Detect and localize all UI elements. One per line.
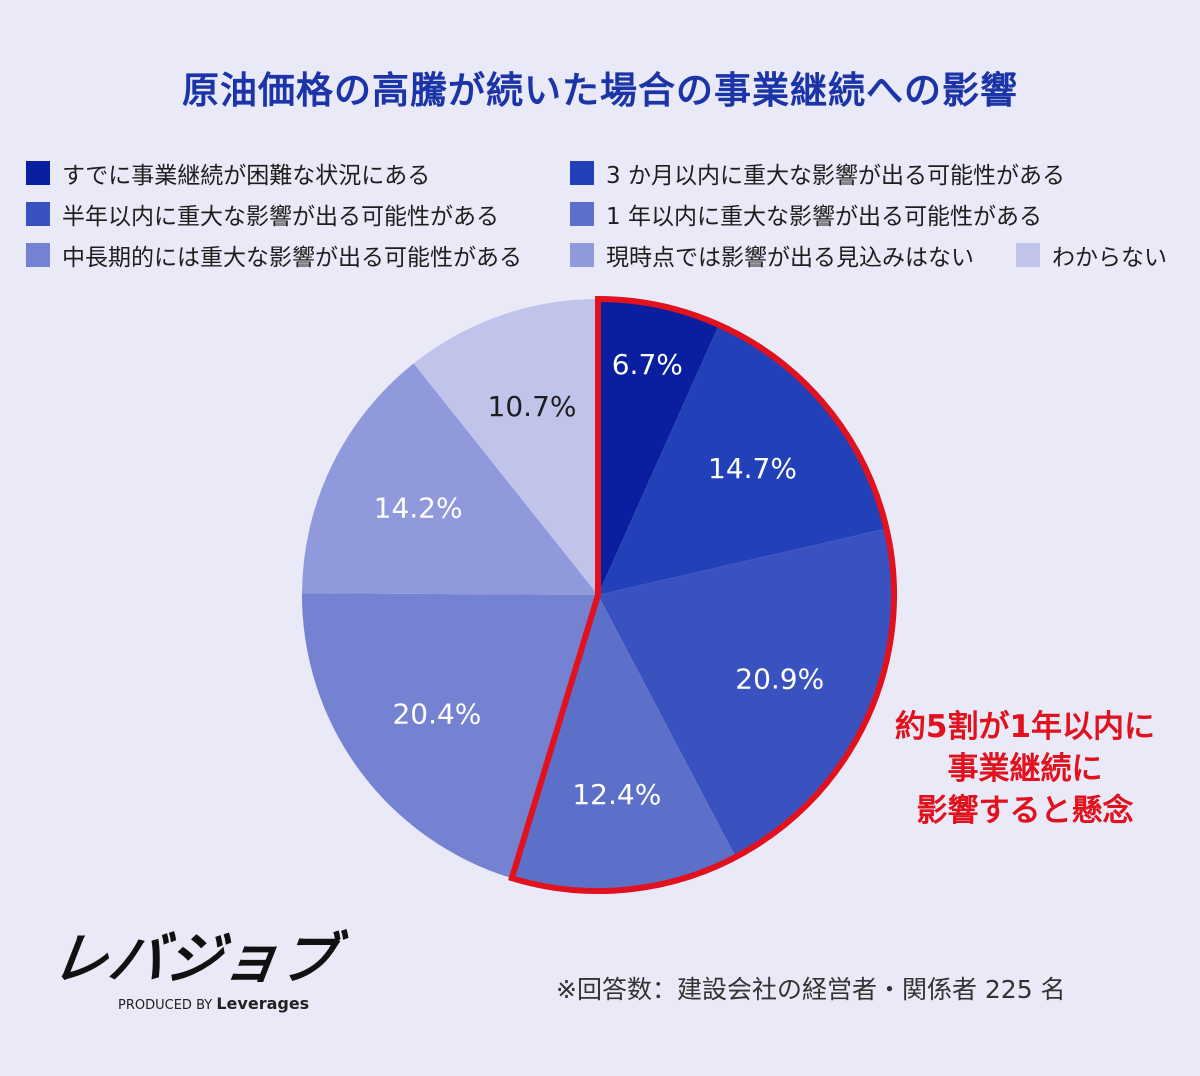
pie-slice — [598, 528, 895, 858]
slice-value-label: 14.7% — [708, 452, 797, 485]
legend-item: 現時点では影響が出る見込みはない — [570, 238, 974, 272]
legend-item: 半年以内に重大な影響が出る可能性がある — [26, 197, 499, 231]
legend-item: わからない — [1016, 238, 1167, 272]
legend-item: 中長期的には重大な影響が出る可能性がある — [26, 238, 522, 272]
pie-slice — [598, 324, 887, 595]
slice-value-label: 20.4% — [392, 698, 481, 731]
legend-item: 1 年以内に重大な影響が出る可能性がある — [570, 197, 1042, 231]
highlight-outline — [508, 295, 897, 894]
legend-swatch — [570, 161, 594, 185]
legend-label: 中長期的には重大な影響が出る可能性がある — [62, 245, 522, 271]
legend-item: すでに事業継続が困難な状況にある — [26, 156, 430, 190]
legend-label: すでに事業継続が困難な状況にある — [62, 163, 431, 189]
footnote: ※回答数：建設会社の経営者・関係者 225 名 — [556, 975, 1066, 1004]
chart-title: 原油価格の高騰が続いた場合の事業継続への影響 — [182, 69, 1018, 112]
callout-line: 約5割が1年以内に — [894, 709, 1156, 745]
pie-slice — [511, 595, 736, 891]
pie-slice — [413, 299, 598, 595]
legend-label: 3 か月以内に重大な影響が出る可能性がある — [606, 163, 1065, 189]
logo-byline: PRODUCED BY Leverages — [118, 994, 337, 1013]
pie-slice — [302, 363, 598, 595]
slice-value-label: 14.2% — [374, 492, 463, 525]
callout-text: 約5割が1年以内に 事業継続に 影響すると懸念 — [870, 706, 1180, 832]
logo-wordmark: レバジョブ — [47, 927, 342, 992]
slice-value-label: 6.7% — [612, 348, 683, 381]
callout-line: 事業継続に — [947, 751, 1103, 787]
legend-swatch — [26, 202, 50, 226]
legend-label: 半年以内に重大な影響が出る可能性がある — [62, 204, 499, 230]
legend-label: 1 年以内に重大な影響が出る可能性がある — [606, 204, 1042, 230]
slice-value-label: 12.4% — [572, 778, 661, 811]
produced-by-text: PRODUCED BY — [118, 998, 213, 1013]
pie-slice — [598, 299, 719, 595]
legend-item: 3 か月以内に重大な影響が出る可能性がある — [570, 156, 1065, 190]
brand-name: Leverages — [216, 994, 310, 1013]
slice-value-label: 10.7% — [488, 390, 577, 423]
legend-label: 現時点では影響が出る見込みはない — [606, 245, 974, 271]
legend-swatch — [26, 161, 50, 185]
callout-line: 影響すると懸念 — [916, 793, 1134, 829]
slice-value-label: 20.9% — [735, 662, 824, 695]
legend-swatch — [1016, 243, 1040, 267]
pie-slice — [302, 593, 598, 879]
legend-label: わからない — [1052, 245, 1167, 271]
brand-logo: レバジョブ PRODUCED BY Leverages — [48, 927, 342, 1013]
legend-swatch — [570, 243, 594, 267]
legend-swatch — [570, 202, 594, 226]
legend-swatch — [26, 243, 50, 267]
